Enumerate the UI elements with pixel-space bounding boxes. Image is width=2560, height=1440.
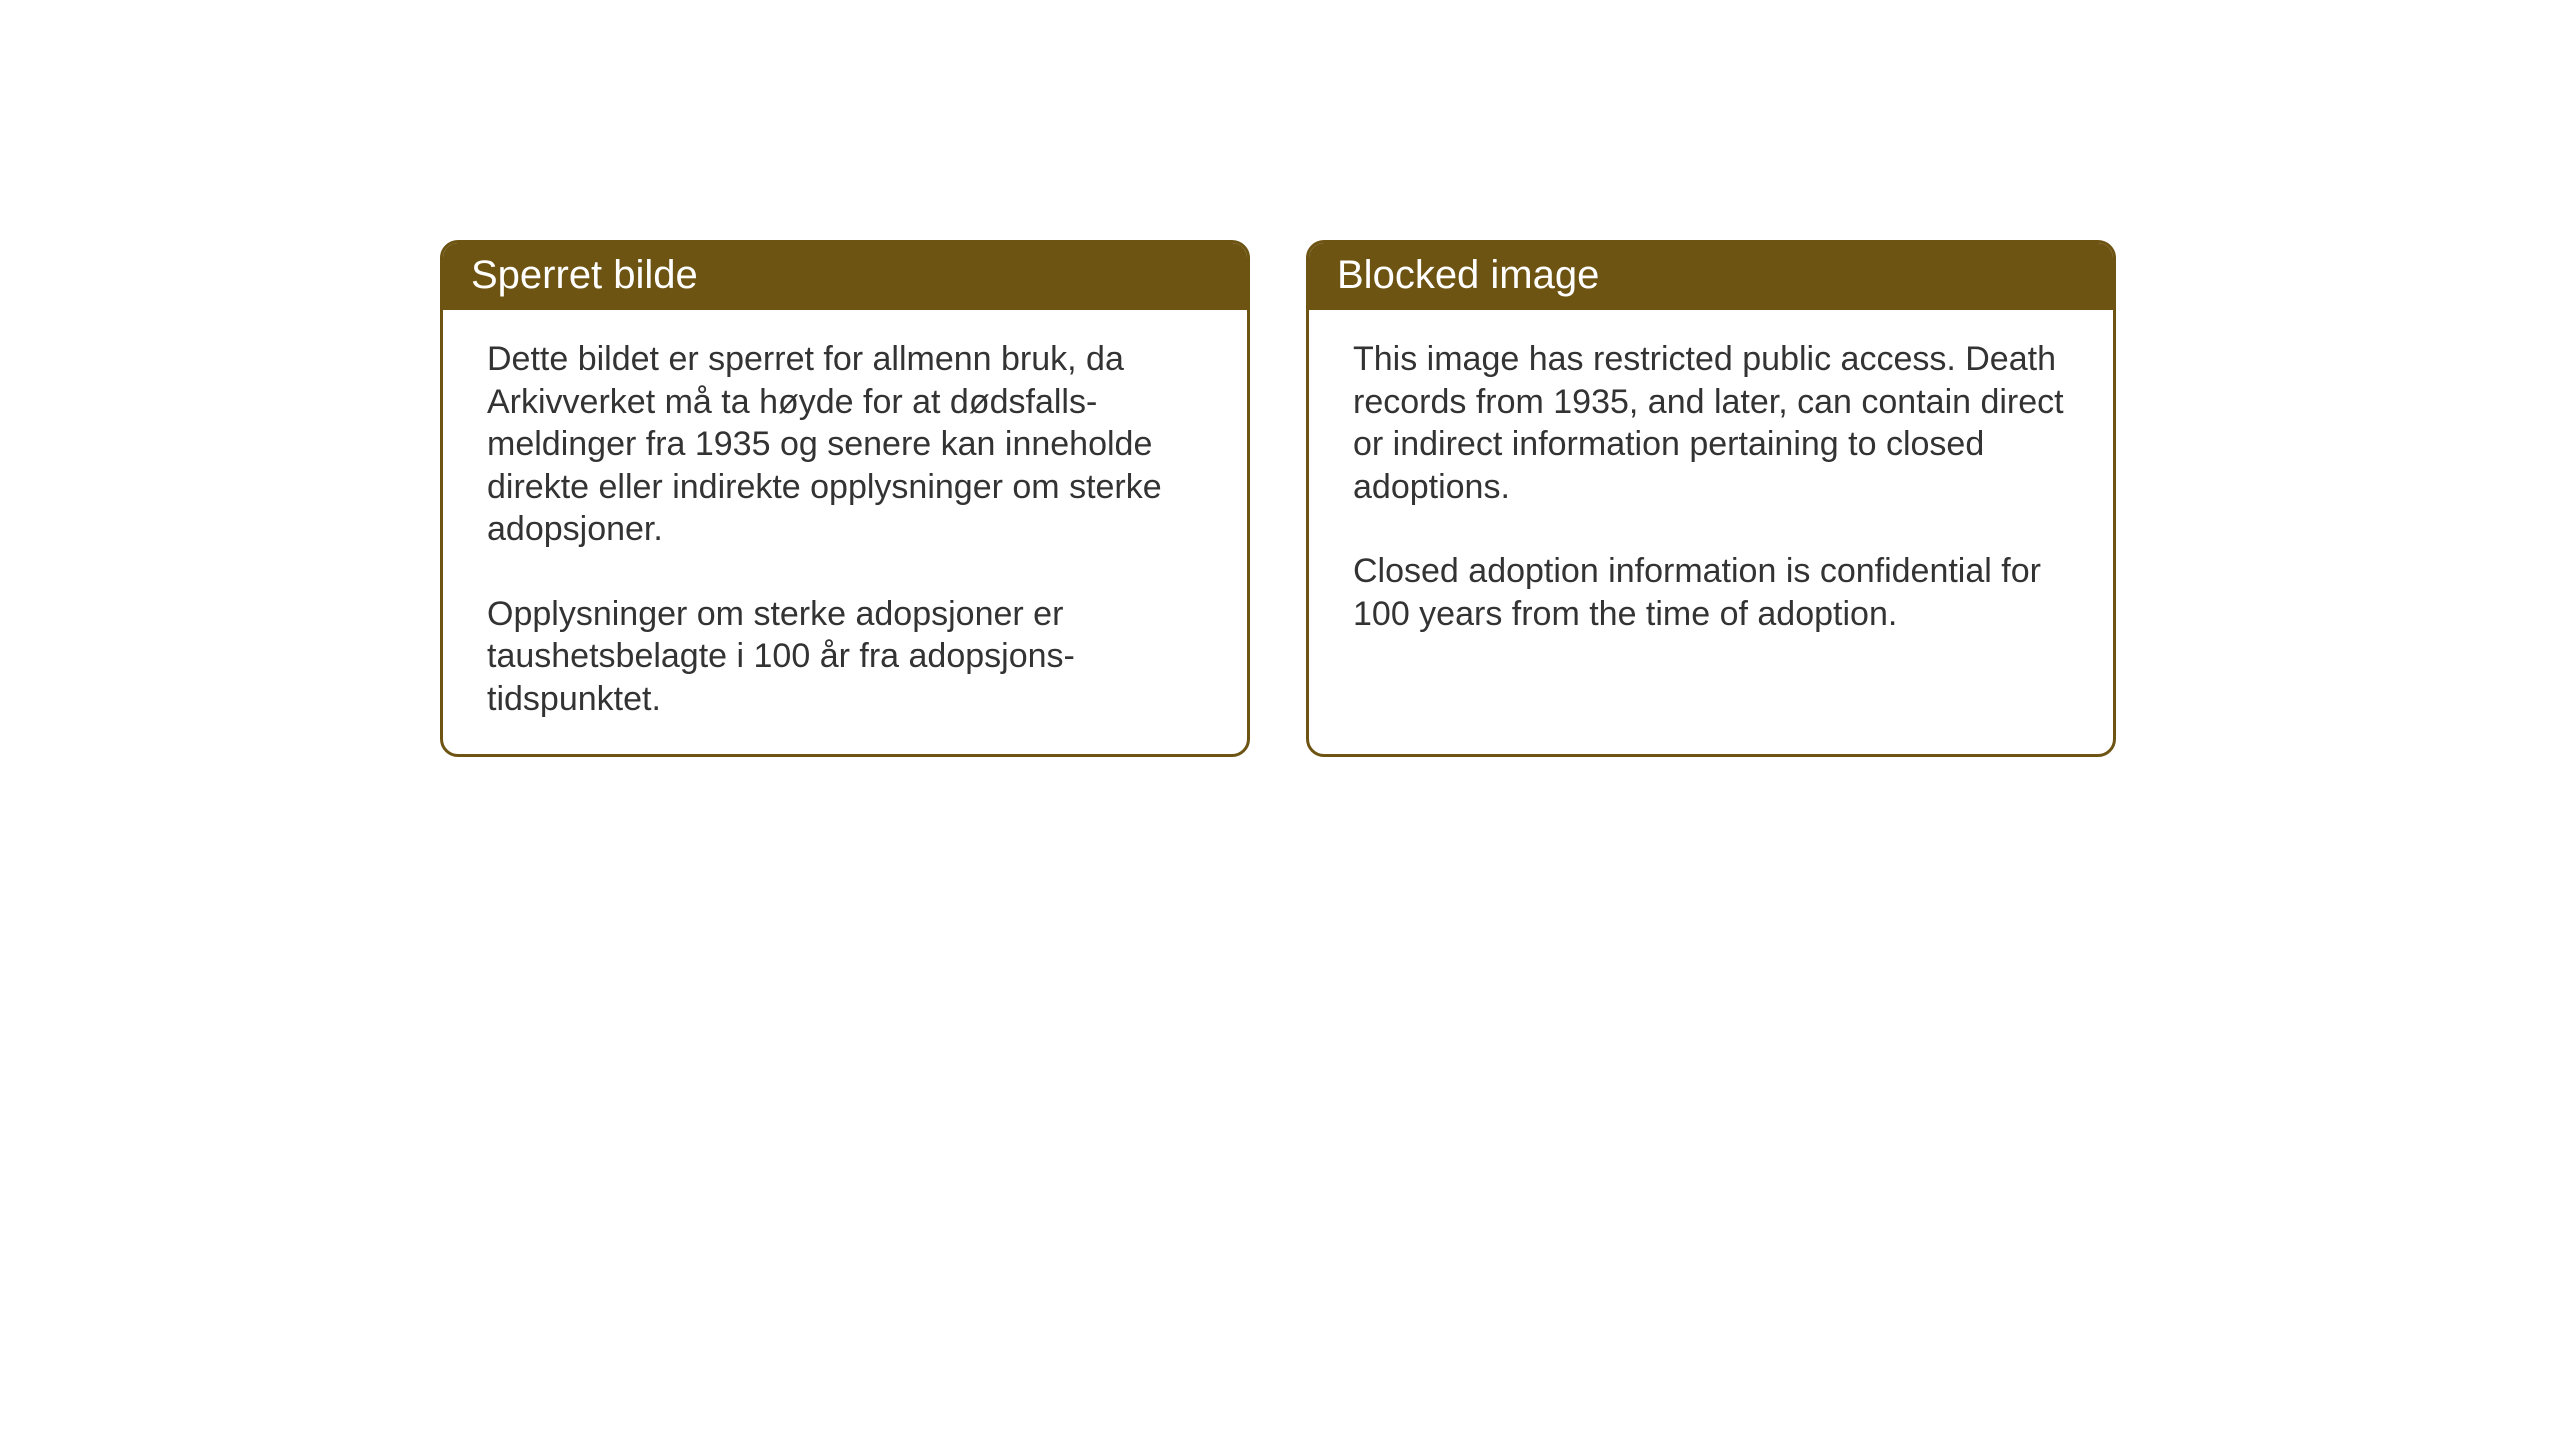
notice-card-norwegian: Sperret bilde Dette bildet er sperret fo… [440,240,1250,757]
notice-container: Sperret bilde Dette bildet er sperret fo… [0,0,2560,757]
notice-header-english: Blocked image [1309,243,2113,310]
notice-paragraph-1-norwegian: Dette bildet er sperret for allmenn bruk… [487,338,1203,551]
notice-header-norwegian: Sperret bilde [443,243,1247,310]
notice-body-english: This image has restricted public access.… [1309,310,2113,754]
notice-paragraph-2-norwegian: Opplysninger om sterke adopsjoner er tau… [487,593,1203,721]
notice-paragraph-2-english: Closed adoption information is confident… [1353,550,2069,635]
notice-card-english: Blocked image This image has restricted … [1306,240,2116,757]
notice-title-english: Blocked image [1337,253,1599,297]
notice-paragraph-1-english: This image has restricted public access.… [1353,338,2069,508]
notice-title-norwegian: Sperret bilde [471,253,698,297]
notice-body-norwegian: Dette bildet er sperret for allmenn bruk… [443,310,1247,754]
